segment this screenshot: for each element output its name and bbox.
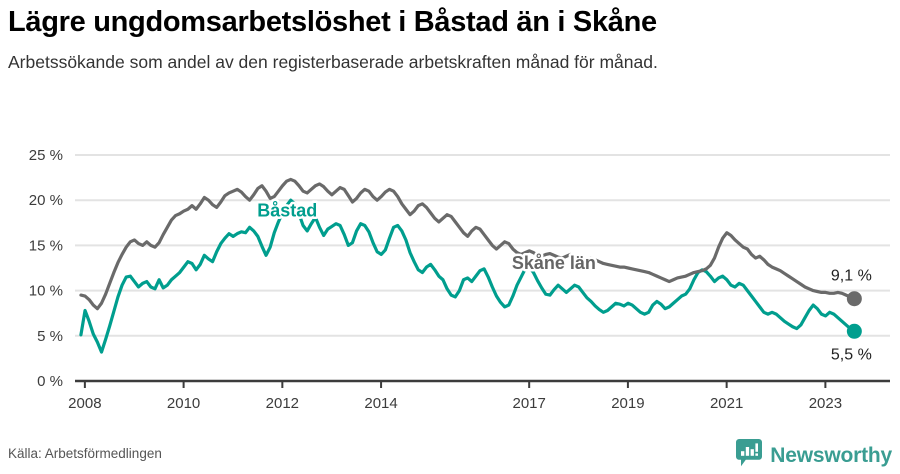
series-line-skåne-län <box>79 177 856 311</box>
series-line-båstad <box>79 198 856 354</box>
end-marker-båstad <box>846 323 862 339</box>
series-label-halo: Båstad <box>257 200 317 220</box>
chart-plot-area: 0 % 5 % 10 % 15 % 20 % 25 % 2008 2010 2012 2014 2… <box>0 130 900 430</box>
x-axis-ticks <box>83 381 827 388</box>
x-axis-tick-label: 2008 <box>68 395 101 412</box>
y-axis-tick-label: 20 % <box>29 192 63 209</box>
y-axis-tick-labels: 0 % 5 % 10 % 15 % 20 % 25 % <box>29 147 63 390</box>
y-axis-tick-label: 10 % <box>29 283 63 300</box>
chart-header: Lägre ungdomsarbetslöshet i Båstad än i … <box>8 4 892 74</box>
series-end-markers <box>846 291 862 339</box>
x-axis-tick-labels: 2008 2010 2012 2014 2017 2019 2021 2023 <box>68 395 842 412</box>
series-label-båstad: Båstad <box>257 200 317 220</box>
newsworthy-logo[interactable]: Newsworthy <box>736 439 892 472</box>
series-label-halo: Skåne län <box>512 253 596 273</box>
x-axis-tick-label: 2017 <box>512 395 545 412</box>
y-axis-tick-label: 25 % <box>29 147 63 164</box>
x-axis-tick-label: 2014 <box>364 395 397 412</box>
x-axis-tick-label: 2019 <box>611 395 644 412</box>
page-title: Lägre ungdomsarbetslöshet i Båstad än i … <box>8 6 657 38</box>
end-marker-skåne-län <box>846 291 862 307</box>
end-value-label-båstad: 5,5 % <box>831 346 872 363</box>
brand-name: Newsworthy <box>770 443 892 467</box>
x-axis-tick-label: 2023 <box>809 395 842 412</box>
source-note: Källa: Arbetsförmedlingen <box>8 446 162 461</box>
x-axis-tick-label: 2012 <box>266 395 299 412</box>
y-axis-tick-label: 5 % <box>37 328 63 345</box>
series-lines <box>79 177 856 354</box>
x-axis-tick-label: 2010 <box>167 395 200 412</box>
line-chart: 0 %5 %10 %15 %20 %25 % 2008 2010 2012 2014 2… <box>29 147 890 412</box>
series-label-skåne-län: Skåne län <box>512 253 596 273</box>
chart-subtitle: Arbetssökande som andel av den registerb… <box>8 52 658 72</box>
y-axis-tick-label: 0 % <box>37 373 63 390</box>
chart-footer: Källa: Arbetsförmedlingen Newsworthy <box>0 430 900 474</box>
bar-chart-speech-bubble-icon <box>736 439 763 472</box>
y-axis-tick-label: 15 % <box>29 237 63 254</box>
series-end-value-labels: 5,5 % 9,1 % <box>831 268 872 364</box>
gridlines <box>75 154 890 337</box>
x-axis-tick-label: 2021 <box>710 395 743 412</box>
end-value-label-skåne-län: 9,1 % <box>831 268 872 285</box>
